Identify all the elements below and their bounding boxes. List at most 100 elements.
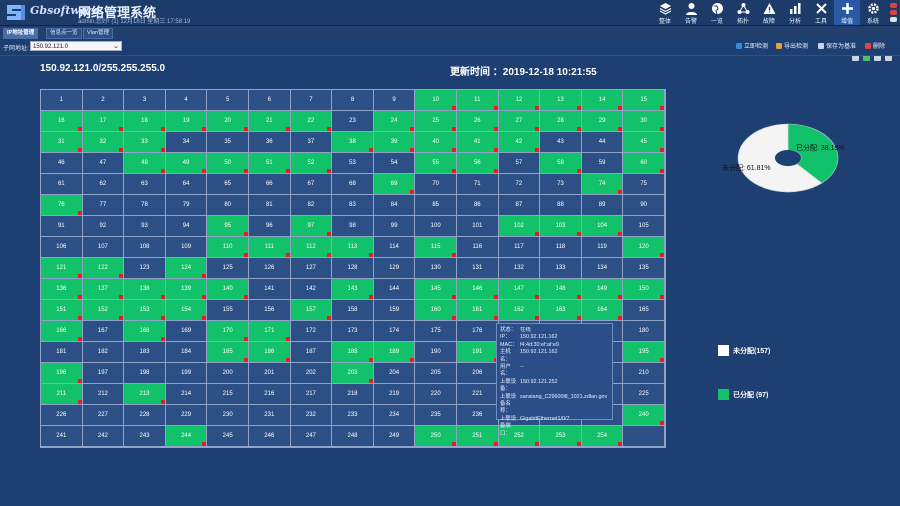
ip-cell[interactable]: 56 <box>456 153 499 174</box>
ip-cell[interactable]: 84 <box>373 195 416 216</box>
ip-cell[interactable]: 94 <box>165 216 208 237</box>
ip-cell[interactable]: 161 <box>456 300 499 321</box>
ip-cell[interactable]: 240 <box>623 405 665 426</box>
add-icon[interactable] <box>863 54 870 61</box>
ip-cell[interactable]: 75 <box>623 174 665 195</box>
ip-cell[interactable]: 163 <box>540 300 582 321</box>
ip-cell[interactable]: 95 <box>207 216 249 237</box>
ip-cell[interactable]: 176 <box>456 321 499 342</box>
ip-cell[interactable]: 133 <box>540 258 582 279</box>
ip-cell[interactable]: 173 <box>332 321 374 342</box>
ip-cell[interactable]: 138 <box>124 279 166 300</box>
ip-cell[interactable]: 28 <box>540 111 582 132</box>
nav-tools[interactable]: 工具 <box>808 0 834 25</box>
ip-cell[interactable]: 197 <box>82 363 125 384</box>
ip-cell[interactable]: 158 <box>332 300 374 321</box>
ip-cell[interactable]: 118 <box>540 237 582 258</box>
ip-cell[interactable]: 234 <box>373 405 416 426</box>
tab-ip-management[interactable]: IP地址管理 <box>3 28 39 39</box>
ip-cell[interactable]: 8 <box>332 90 374 111</box>
ip-cell[interactable]: 73 <box>540 174 582 195</box>
ip-cell[interactable]: 120 <box>623 237 665 258</box>
ip-cell[interactable]: 17 <box>82 111 125 132</box>
ip-cell[interactable]: 87 <box>498 195 541 216</box>
nav-value-added[interactable]: 增值 <box>834 0 860 25</box>
ip-cell[interactable]: 62 <box>82 174 125 195</box>
ip-cell[interactable]: 174 <box>373 321 416 342</box>
ip-cell[interactable]: 200 <box>207 363 249 384</box>
ip-cell[interactable]: 105 <box>623 216 665 237</box>
ip-cell[interactable]: 188 <box>332 342 374 363</box>
ip-cell[interactable]: 146 <box>456 279 499 300</box>
ip-cell[interactable]: 40 <box>415 132 457 153</box>
ip-cell[interactable]: 100 <box>415 216 457 237</box>
ip-cell[interactable]: 137 <box>82 279 125 300</box>
nav-topology[interactable]: 拓扑 <box>730 0 756 25</box>
ip-cell[interactable]: 43 <box>540 132 582 153</box>
ip-cell[interactable]: 33 <box>124 132 166 153</box>
ip-cell[interactable]: 3 <box>124 90 166 111</box>
ip-cell[interactable]: 143 <box>332 279 374 300</box>
ip-cell[interactable]: 48 <box>124 153 166 174</box>
ip-cell[interactable]: 38 <box>332 132 374 153</box>
ip-cell[interactable]: 44 <box>581 132 624 153</box>
ip-cell[interactable]: 124 <box>165 258 208 279</box>
ip-cell[interactable]: 88 <box>540 195 582 216</box>
ip-cell[interactable]: 252 <box>498 426 541 447</box>
ip-cell[interactable]: 77 <box>82 195 125 216</box>
ip-cell[interactable]: 66 <box>248 174 291 195</box>
ip-cell[interactable]: 215 <box>207 384 249 405</box>
ip-cell[interactable]: 182 <box>82 342 125 363</box>
ip-cell[interactable]: 228 <box>124 405 166 426</box>
ip-cell[interactable]: 90 <box>623 195 665 216</box>
detect-now-button[interactable]: 立即检测 <box>736 42 768 52</box>
ip-cell[interactable]: 132 <box>498 258 541 279</box>
nav-fault[interactable]: 故障 <box>756 0 782 25</box>
ip-cell[interactable]: 225 <box>623 384 665 405</box>
ip-cell[interactable]: 195 <box>623 342 665 363</box>
ip-cell[interactable]: 15 <box>623 90 665 111</box>
ip-cell[interactable]: 165 <box>623 300 665 321</box>
ip-cell[interactable]: 190 <box>415 342 457 363</box>
ip-cell[interactable]: 172 <box>290 321 333 342</box>
ip-cell[interactable]: 111 <box>248 237 291 258</box>
ip-cell[interactable]: 241 <box>41 426 83 447</box>
ip-cell[interactable]: 220 <box>415 384 457 405</box>
ip-cell[interactable]: 203 <box>332 363 374 384</box>
ip-cell[interactable]: 29 <box>581 111 624 132</box>
ip-cell[interactable]: 221 <box>456 384 499 405</box>
ip-cell[interactable]: 212 <box>82 384 125 405</box>
ip-cell[interactable]: 58 <box>540 153 582 174</box>
ip-cell[interactable]: 185 <box>207 342 249 363</box>
ip-cell[interactable]: 152 <box>82 300 125 321</box>
ip-cell[interactable]: 46 <box>41 153 83 174</box>
ip-cell[interactable]: 4 <box>165 90 208 111</box>
settings-icon[interactable] <box>889 17 897 22</box>
ip-cell[interactable]: 99 <box>373 216 416 237</box>
ip-cell[interactable]: 245 <box>207 426 249 447</box>
nav-list[interactable]: 一览 <box>704 0 730 25</box>
ip-cell[interactable]: 214 <box>165 384 208 405</box>
ip-cell[interactable]: 24 <box>373 111 416 132</box>
ip-cell[interactable]: 55 <box>415 153 457 174</box>
subnet-select[interactable]: 150.92.121.0 ⌄ <box>30 41 122 51</box>
ip-cell[interactable]: 183 <box>124 342 166 363</box>
ip-cell[interactable]: 244 <box>165 426 208 447</box>
export-detect-button[interactable]: 导出检测 <box>776 42 808 52</box>
ip-cell[interactable]: 217 <box>290 384 333 405</box>
delete-button[interactable]: 删除 <box>865 42 885 52</box>
ip-cell[interactable]: 196 <box>41 363 83 384</box>
ip-cell[interactable]: 86 <box>456 195 499 216</box>
ip-cell[interactable]: 27 <box>498 111 541 132</box>
ip-cell[interactable]: 139 <box>165 279 208 300</box>
ip-cell[interactable]: 129 <box>373 258 416 279</box>
ip-cell[interactable]: 96 <box>248 216 291 237</box>
ip-cell[interactable]: 104 <box>581 216 624 237</box>
ip-cell[interactable]: 247 <box>290 426 333 447</box>
ip-cell[interactable]: 248 <box>332 426 374 447</box>
ip-cell[interactable]: 246 <box>248 426 291 447</box>
ip-cell[interactable]: 7 <box>290 90 333 111</box>
ip-cell[interactable]: 169 <box>165 321 208 342</box>
ip-cell[interactable]: 144 <box>373 279 416 300</box>
ip-cell[interactable]: 79 <box>165 195 208 216</box>
